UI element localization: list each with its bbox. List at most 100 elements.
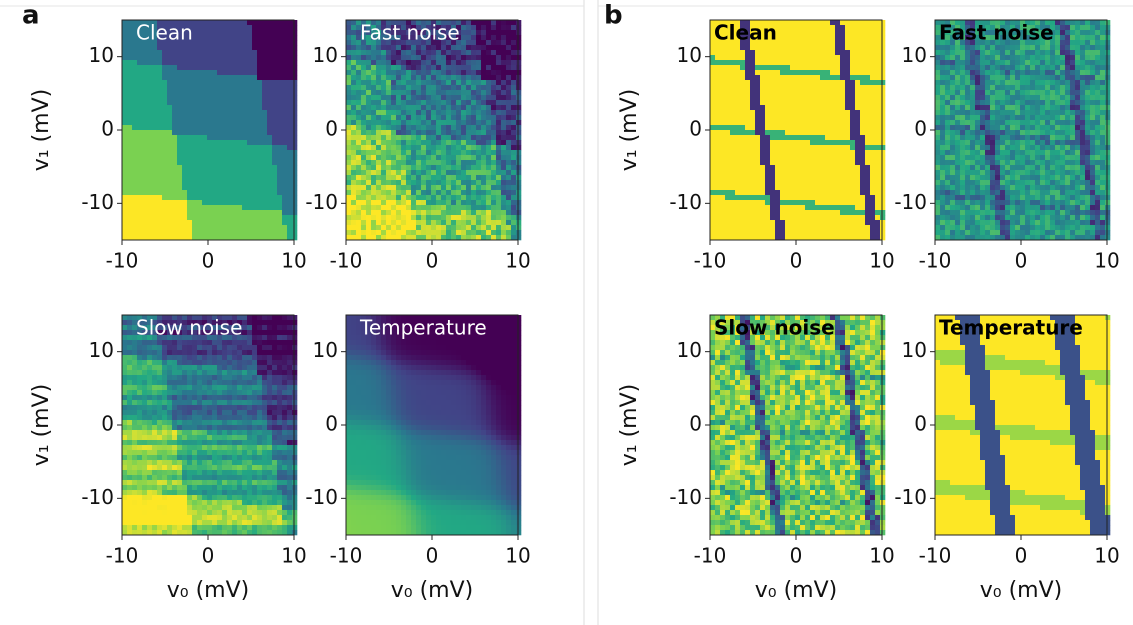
heatmap-cell	[262, 195, 268, 201]
heatmap-cell	[351, 70, 357, 76]
heatmap-cell	[252, 160, 258, 166]
heatmap-cell	[436, 60, 442, 66]
heatmap-cell	[257, 450, 263, 456]
heatmap-cell	[436, 140, 442, 146]
heatmap-cell	[406, 40, 412, 46]
heatmap-cell	[441, 335, 447, 341]
heatmap-cell	[132, 145, 138, 151]
heatmap-cell	[197, 70, 203, 76]
heatmap-cell	[172, 330, 178, 336]
heatmap-cell	[486, 40, 492, 46]
heatmap-cell	[172, 450, 178, 456]
heatmap-cell	[272, 375, 278, 381]
heatmap-cell	[142, 505, 148, 511]
heatmap-cell	[212, 185, 218, 191]
heatmap-cell	[351, 180, 357, 186]
heatmap-cell	[501, 25, 507, 31]
heatmap-cell	[471, 35, 477, 41]
heatmap-cell	[132, 360, 138, 366]
heatmap-cell	[396, 50, 402, 56]
heatmap-cell	[262, 500, 268, 506]
heatmap-cell	[277, 135, 283, 141]
heatmap-cell	[356, 345, 362, 351]
heatmap-cell	[157, 125, 163, 131]
heatmap-cell	[182, 410, 188, 416]
heatmap-cell	[162, 485, 168, 491]
heatmap-cell	[501, 120, 507, 126]
heatmap-cell	[257, 475, 263, 481]
heatmap-cell	[267, 335, 273, 341]
heatmap-cell	[476, 235, 482, 241]
heatmap-cell	[172, 510, 178, 516]
heatmap-cell	[127, 345, 133, 351]
heatmap-cell	[436, 50, 442, 56]
heatmap-cell	[366, 25, 372, 31]
heatmap-cell	[426, 215, 432, 221]
heatmap-cell	[182, 180, 188, 186]
heatmap-cell	[217, 90, 223, 96]
heatmap-cell	[167, 210, 173, 216]
heatmap-cell	[351, 360, 357, 366]
heatmap-cell	[157, 395, 163, 401]
heatmap-cell	[192, 170, 198, 176]
heatmap-cell	[371, 140, 377, 146]
heatmap-cell	[172, 530, 178, 536]
heatmap-cell	[212, 20, 218, 26]
heatmap-cell	[451, 130, 457, 136]
heatmap-cell	[262, 345, 268, 351]
heatmap-cell	[182, 440, 188, 446]
heatmap-cell	[132, 425, 138, 431]
heatmap-cell	[237, 90, 243, 96]
heatmap-cell	[277, 225, 283, 231]
heatmap-cell	[292, 110, 298, 116]
heatmap-cell	[401, 80, 407, 86]
heatmap-cell	[426, 335, 432, 341]
heatmap-cell	[247, 340, 253, 346]
heatmap-cell	[491, 175, 497, 181]
heatmap-cell	[346, 65, 352, 71]
heatmap-cell	[152, 370, 158, 376]
heatmap-cell	[152, 130, 158, 136]
heatmap-cell	[252, 495, 258, 501]
heatmap-cell	[157, 20, 163, 26]
heatmap-cell	[491, 315, 497, 321]
heatmap-cell	[172, 190, 178, 196]
heatmap-cell	[516, 25, 522, 31]
heatmap-cell	[451, 210, 457, 216]
heatmap-cell	[192, 340, 198, 346]
heatmap-cell	[132, 390, 138, 396]
heatmap-cell	[227, 390, 233, 396]
heatmap-cell	[396, 230, 402, 236]
heatmap-cell	[456, 80, 462, 86]
heatmap-cell	[501, 115, 507, 121]
heatmap-cell	[287, 365, 293, 371]
heatmap-cell	[426, 340, 432, 346]
heatmap-cell	[356, 105, 362, 111]
heatmap-cell	[356, 35, 362, 41]
heatmap-cell	[142, 430, 148, 436]
heatmap-cell	[386, 220, 392, 226]
heatmap-cell	[282, 495, 288, 501]
heatmap-cell	[272, 175, 278, 181]
heatmap-cell	[187, 415, 193, 421]
heatmap-cell	[252, 450, 258, 456]
heatmap-cell	[456, 75, 462, 81]
heatmap-cell	[162, 140, 168, 146]
heatmap-cell	[361, 40, 367, 46]
heatmap-cell	[192, 480, 198, 486]
heatmap-cell	[461, 45, 467, 51]
heatmap-cell	[152, 145, 158, 151]
heatmap-cell	[212, 505, 218, 511]
heatmap-cell	[356, 90, 362, 96]
heatmap-cell	[252, 210, 258, 216]
heatmap-cell	[381, 20, 387, 26]
heatmap-cell	[481, 325, 487, 331]
heatmap-cell	[242, 385, 248, 391]
heatmap-cell	[172, 215, 178, 221]
heatmap-cell	[142, 35, 148, 41]
heatmap-cell	[122, 20, 128, 26]
heatmap-cell	[177, 495, 183, 501]
heatmap-cell	[287, 210, 293, 216]
heatmap-cell	[127, 125, 133, 131]
heatmap-cell	[267, 470, 273, 476]
